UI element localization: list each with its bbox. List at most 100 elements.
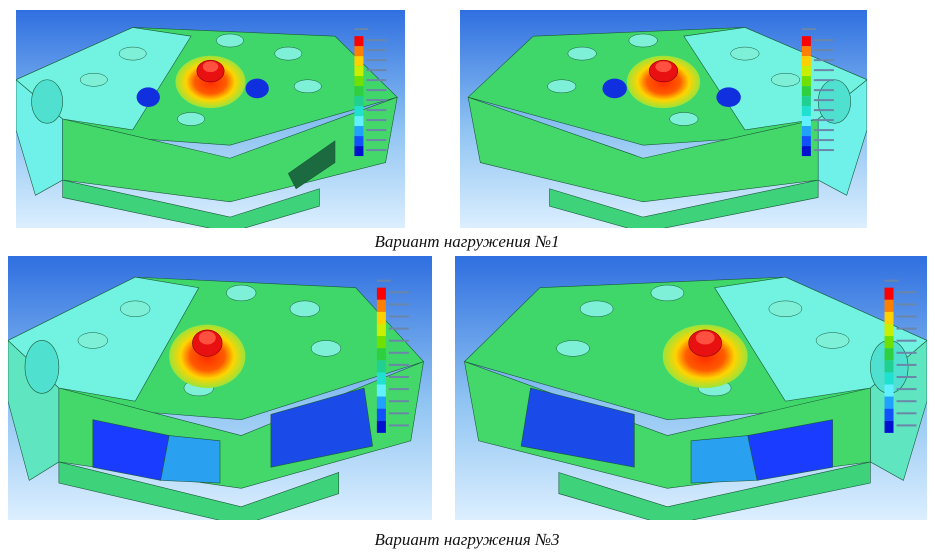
colorbar-label-blur [814,79,834,81]
colorbar-label-blur [897,340,917,342]
colorbar-cell [885,300,894,312]
boss [275,47,302,60]
colorbar-title-blur [885,280,899,282]
colorbar-cell [885,384,894,396]
fea-image [8,256,432,525]
boss [311,340,341,356]
boss [568,47,596,60]
colorbar-cell [885,324,894,336]
boss [556,340,589,356]
colorbar-cell [802,106,811,116]
colorbar-label-blur [814,139,834,141]
boss [80,73,107,86]
colorbar-label-blur [814,99,834,101]
colorbar-label-blur [814,59,834,61]
colorbar-cell [354,136,363,146]
colorbar-cell [377,336,386,348]
colorbar-label-blur [814,69,834,71]
colorbar-label-blur [389,424,409,426]
fea-image [460,10,867,232]
colorbar-cell [885,348,894,360]
colorbar-label-blur [897,388,917,390]
colorbar-cell [802,46,811,56]
colorbar-cell [885,336,894,348]
boss [216,34,243,47]
colorbar-label-blur [389,412,409,414]
boss [120,301,150,317]
colorbar-cell [802,116,811,126]
colorbar-cell [802,76,811,86]
blue-spot [246,79,269,99]
colorbar-label-blur [389,328,409,330]
colorbar-cell [377,312,386,324]
boss [290,301,320,317]
boss [670,112,698,125]
colorbar-cell [354,96,363,106]
blue-spot [602,79,626,99]
hole [818,80,851,124]
blue-spot [137,87,160,107]
colorbar-cell [885,409,894,421]
colorbar-label-blur [389,364,409,366]
colorbar-cell [885,312,894,324]
boss [226,285,256,301]
colorbar-cell [377,421,386,433]
colorbar-label-blur [814,49,834,51]
colorbar-label-blur [814,109,834,111]
boss [731,47,759,60]
colorbar-label-blur [897,303,917,305]
colorbar-label-blur [366,39,386,41]
colorbar-cell [354,146,363,156]
colorbar-label-blur [814,39,834,41]
colorbar-label-blur [366,109,386,111]
boss [294,80,321,93]
colorbar-cell [802,66,811,76]
colorbar-cell [354,126,363,136]
colorbar-cell [354,106,363,116]
colorbar-cell [802,36,811,46]
colorbar-cell [802,96,811,106]
colorbar-label-blur [389,303,409,305]
colorbar-cell [885,288,894,300]
colorbar-label-blur [366,89,386,91]
colorbar-label-blur [814,149,834,151]
boss [651,285,684,301]
colorbar-cell [377,324,386,336]
colorbar-cell [354,76,363,86]
colorbar-label-blur [897,412,917,414]
colorbar-label-blur [814,119,834,121]
colorbar-label-blur [389,291,409,293]
fea-image [455,256,927,525]
stress-peak-top [203,61,219,72]
boss [816,333,849,349]
colorbar-cell [802,86,811,96]
colorbar-label-blur [814,89,834,91]
colorbar-label-blur [897,400,917,402]
colorbar-cell [802,146,811,156]
colorbar-cell [354,56,363,66]
stress-peak-top [696,331,715,344]
blue-region [161,436,220,484]
hole [32,80,63,124]
colorbar-cell [377,300,386,312]
stress-peak-top [655,61,671,72]
colorbar-label-blur [897,364,917,366]
colorbar-cell [885,360,894,372]
fea-image [16,10,405,232]
colorbar-label-blur [389,376,409,378]
boss [771,73,799,86]
figure: Вариант нагружения №1 Вариант нагружения… [0,0,935,556]
colorbar-cell [354,86,363,96]
colorbar-label-blur [897,291,917,293]
boss [548,80,576,93]
caption: Вариант нагружения №1 [374,232,559,251]
colorbar-label-blur [389,388,409,390]
colorbar-label-blur [366,149,386,151]
colorbar-label-blur [814,129,834,131]
colorbar-label-blur [897,328,917,330]
colorbar-label-blur [366,99,386,101]
stress-peak-top [199,331,216,344]
colorbar-label-blur [366,79,386,81]
colorbar-cell [802,136,811,146]
colorbar-label-blur [389,340,409,342]
